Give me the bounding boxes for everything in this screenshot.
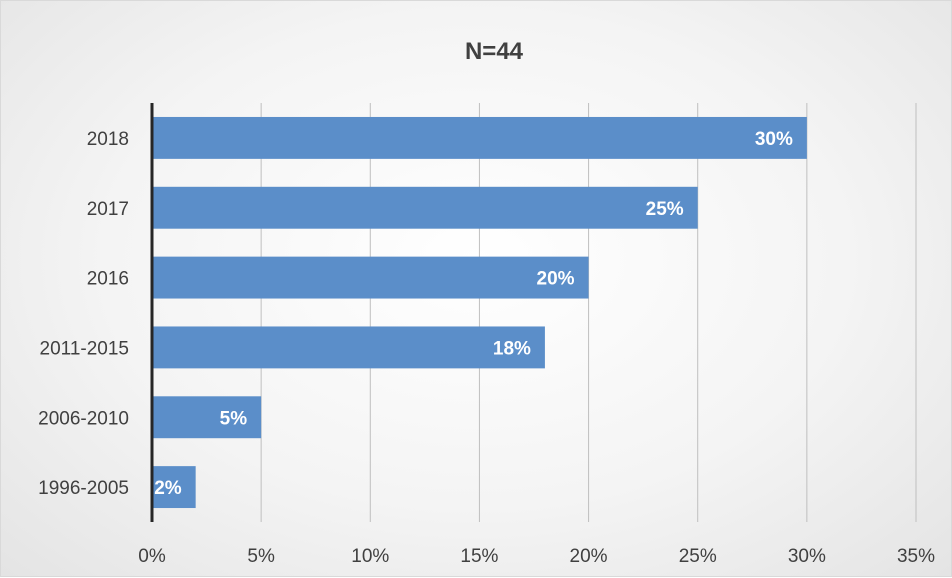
data-label: 25% <box>646 199 684 220</box>
x-tick-label: 0% <box>138 546 166 567</box>
bar <box>152 326 545 369</box>
bars <box>152 116 807 509</box>
bar <box>152 466 196 509</box>
data-labels: 30% 25% 20% 18% 5% 2% <box>154 129 793 499</box>
bar <box>152 186 698 229</box>
x-tick-label: 20% <box>570 546 608 567</box>
gridlines <box>260 103 917 522</box>
data-label: 2% <box>154 478 182 499</box>
x-tick-label: 10% <box>351 546 389 567</box>
value-axis-labels: 0% 5% 10% 15% 20% 25% 30% 35% <box>138 546 935 567</box>
bar <box>152 256 589 299</box>
x-tick-label: 25% <box>679 546 717 567</box>
category-label: 2011-2015 <box>40 338 129 359</box>
data-label: 30% <box>755 129 793 150</box>
x-tick-label: 35% <box>897 546 935 567</box>
data-label: 18% <box>493 338 531 359</box>
category-label: 2006-2010 <box>38 408 129 429</box>
bar <box>152 396 262 439</box>
category-label: 2017 <box>87 199 129 220</box>
data-label: 5% <box>220 408 248 429</box>
data-label: 20% <box>537 269 575 290</box>
x-tick-label: 5% <box>247 546 275 567</box>
x-tick-label: 15% <box>460 546 498 567</box>
bar <box>152 116 807 159</box>
category-label: 2016 <box>87 269 129 290</box>
category-axis-labels: 2018 2017 2016 2011-2015 2006-2010 1996-2005 <box>38 129 129 499</box>
category-label: 1996-2005 <box>38 478 129 499</box>
category-label: 2018 <box>87 129 129 150</box>
x-tick-label: 30% <box>788 546 826 567</box>
chart-title: N=44 <box>465 38 524 65</box>
